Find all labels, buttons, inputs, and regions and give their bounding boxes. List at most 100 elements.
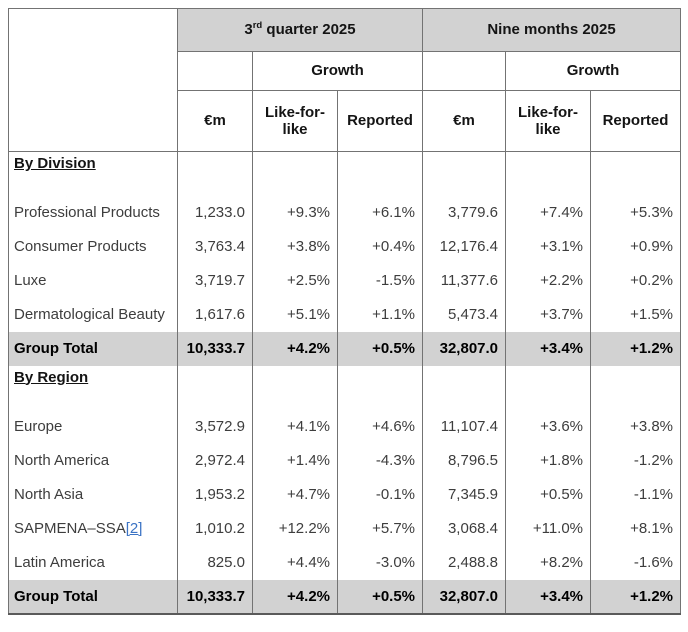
ytd-lfl-header: Like-for-like [505,90,592,152]
table-row-north-america: North America 2,972.4 +1.4% -4.3% 8,796.… [8,443,682,478]
q3-reported-value: -0.1% [336,477,424,512]
row-label: SAPMENA–SSA[2] [8,511,178,546]
q3-reported-value: +0.5% [336,331,424,366]
q3-eur-value: 3,763.4 [177,229,253,264]
row-label: Luxe [8,263,178,298]
ytd-eur-value: 32,807.0 [422,579,507,614]
ytd-lfl-value: +7.4% [505,195,592,230]
ytd-eur-value: 32,807.0 [422,331,507,366]
section-label-cell: By Region [8,365,178,410]
q3-eur-value: 1,010.2 [177,511,253,546]
q3-eur-value: 10,333.7 [177,331,253,366]
q3-reported-value: +0.4% [336,229,424,264]
q3-reported-value: +5.7% [336,511,424,546]
ytd-lfl-value: +3.6% [505,409,592,444]
table-row-dermatological-beauty: Dermatological Beauty 1,617.6 +5.1% +1.1… [8,297,682,332]
ytd-reported-value: +3.8% [590,409,682,444]
table-row-latin-america: Latin America 825.0 +4.4% -3.0% 2,488.8 … [8,545,682,580]
q3-lfl-value: +2.5% [252,263,338,298]
section-title-by-region: By Region [14,368,89,386]
q3-lfl-value: +4.7% [252,477,338,512]
row-label: Dermatological Beauty [8,297,178,332]
q3-lfl-value: +12.2% [252,511,338,546]
q3-reported-value: -3.0% [336,545,424,580]
ytd-eur-spacer-cell [422,51,507,91]
ytd-eur-value: 11,377.6 [422,263,507,298]
q3-eur-spacer-cell [177,51,253,91]
q3-eur-value: 3,719.7 [177,263,253,298]
ytd-eurm-header: €m [422,90,507,152]
empty-cell [505,365,592,410]
footnote-link[interactable]: [2] [125,520,143,537]
results-table: 3rd quarter 2025 Nine months 2025 Growth… [8,8,682,615]
q3-lfl-value: +4.2% [252,579,338,614]
ytd-reported-value: -1.6% [590,545,682,580]
row-label-text: SAPMENA–SSA [14,520,126,537]
ytd-reported-value: -1.2% [590,443,682,478]
section-row-by-region: By Region [8,365,682,410]
q3-eurm-header: €m [177,90,253,152]
q3-lfl-value: +4.1% [252,409,338,444]
empty-cell [422,365,507,410]
ytd-eur-value: 3,779.6 [422,195,507,230]
q3-title: 3rd quarter 2025 [244,21,355,38]
ytd-growth-header: Growth [505,51,682,91]
section-row-by-division: By Division [8,151,682,196]
q3-2025-band: 3rd quarter 2025 [176,8,424,52]
row-label: Professional Products [8,195,178,230]
empty-cell [252,151,338,196]
row-label: Consumer Products [8,229,178,264]
q3-lfl-value: +3.8% [252,229,338,264]
q3-eur-value: 825.0 [177,545,253,580]
q3-lfl-value: +4.2% [252,331,338,366]
section-title-by-division: By Division [14,155,96,172]
q3-lfl-value: +1.4% [252,443,338,478]
ytd-eur-value: 3,068.4 [422,511,507,546]
ytd-reported-value: +5.3% [590,195,682,230]
header-columns-row: €m Like-for-like Reported €m Like-for-li… [9,90,682,152]
table-row-sapmena-ssa: SAPMENA–SSA[2] 1,010.2 +12.2% +5.7% 3,06… [8,511,682,546]
q3-lfl-value: +9.3% [252,195,338,230]
q3-reported-value: -4.3% [336,443,424,478]
header-period-row: 3rd quarter 2025 Nine months 2025 [8,8,682,152]
ytd-eur-value: 7,345.9 [422,477,507,512]
empty-cell [177,151,253,196]
total-label: Group Total [8,579,178,614]
q3-eur-value: 1,233.0 [177,195,253,230]
row-label: Europe [8,409,178,444]
ytd-lfl-value: +11.0% [505,511,592,546]
q3-lfl-value: +5.1% [252,297,338,332]
q3-reported-value: -1.5% [336,263,424,298]
q3-eur-value: 3,572.9 [177,409,253,444]
ytd-reported-value: +8.1% [590,511,682,546]
row-label: North America [8,443,178,478]
empty-cell [252,365,338,410]
q3-reported-value: +6.1% [336,195,424,230]
q3-eur-value: 1,617.6 [177,297,253,332]
row-label: Latin America [8,545,178,580]
table-row-consumer-products: Consumer Products 3,763.4 +3.8% +0.4% 12… [8,229,682,264]
ytd-eur-value: 5,473.4 [422,297,507,332]
ytd-lfl-value: +8.2% [505,545,592,580]
q3-eur-value: 2,972.4 [177,443,253,478]
table-row-europe: Europe 3,572.9 +4.1% +4.6% 11,107.4 +3.6… [8,409,682,444]
ytd-reported-header: Reported [590,90,682,152]
ytd-reported-value: +0.9% [590,229,682,264]
empty-cell [422,151,507,196]
empty-cell [336,151,424,196]
empty-cell [505,151,592,196]
ytd-reported-value: +0.2% [590,263,682,298]
ytd-lfl-value: +2.2% [505,263,592,298]
table-row-professional-products: Professional Products 1,233.0 +9.3% +6.1… [8,195,682,230]
ytd-reported-value: +1.2% [590,579,682,614]
section-label-cell: By Division [8,151,178,196]
q3-reported-value: +0.5% [336,579,424,614]
ytd-reported-value: +1.5% [590,297,682,332]
q3-eur-value: 10,333.7 [177,579,253,614]
q3-title-rest: quarter 2025 [262,21,356,39]
ytd-lfl-value: +0.5% [505,477,592,512]
q3-eur-value: 1,953.2 [177,477,253,512]
row-label: North Asia [8,477,178,512]
table-row-luxe: Luxe 3,719.7 +2.5% -1.5% 11,377.6 +2.2% … [8,263,682,298]
table-row-north-asia: North Asia 1,953.2 +4.7% -0.1% 7,345.9 +… [8,477,682,512]
